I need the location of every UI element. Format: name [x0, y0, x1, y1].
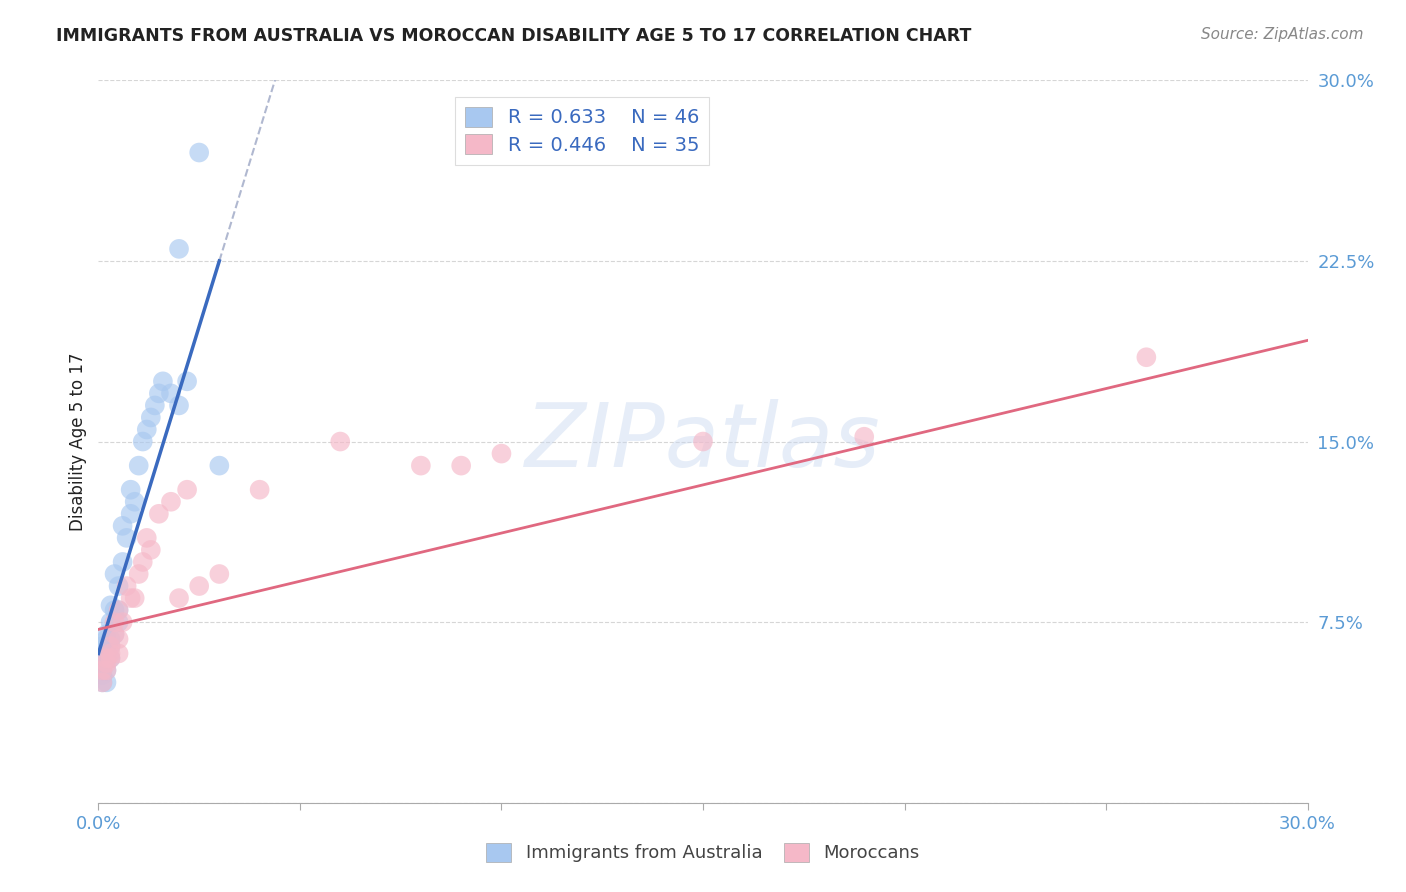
Point — [96, 651, 118, 665]
Point — [188, 145, 211, 160]
Point — [91, 675, 114, 690]
Point — [96, 675, 118, 690]
Point — [103, 627, 125, 641]
Point — [96, 644, 118, 658]
Point — [115, 531, 138, 545]
Point — [96, 639, 118, 653]
Point — [176, 374, 198, 388]
Point — [100, 639, 122, 653]
Point — [91, 639, 114, 653]
Point — [100, 651, 122, 665]
Point — [208, 567, 231, 582]
Point — [167, 591, 190, 605]
Point — [100, 639, 122, 653]
Point — [167, 398, 190, 412]
Point — [100, 651, 122, 665]
Point — [176, 483, 198, 497]
Point — [91, 658, 114, 673]
Point — [160, 494, 183, 508]
Point — [107, 647, 129, 661]
Point — [96, 632, 118, 646]
Point — [139, 410, 162, 425]
Point — [450, 458, 472, 473]
Point — [91, 651, 114, 665]
Point — [91, 647, 114, 661]
Point — [132, 434, 155, 449]
Text: IMMIGRANTS FROM AUSTRALIA VS MOROCCAN DISABILITY AGE 5 TO 17 CORRELATION CHART: IMMIGRANTS FROM AUSTRALIA VS MOROCCAN DI… — [56, 27, 972, 45]
Point — [120, 483, 142, 497]
Point — [111, 518, 134, 533]
Point — [100, 632, 122, 646]
Point — [111, 615, 134, 630]
Point — [128, 567, 150, 582]
Point — [249, 483, 271, 497]
Legend: R = 0.633    N = 46, R = 0.446    N = 35: R = 0.633 N = 46, R = 0.446 N = 35 — [456, 97, 709, 164]
Point — [96, 651, 118, 665]
Point — [103, 603, 125, 617]
Point — [188, 579, 211, 593]
Point — [100, 647, 122, 661]
Point — [103, 627, 125, 641]
Point — [96, 664, 118, 678]
Point — [107, 632, 129, 646]
Point — [120, 507, 142, 521]
Point — [96, 656, 118, 670]
Point — [135, 531, 157, 545]
Text: Source: ZipAtlas.com: Source: ZipAtlas.com — [1201, 27, 1364, 42]
Point — [491, 446, 513, 460]
Point — [91, 651, 114, 665]
Point — [1135, 350, 1157, 364]
Point — [107, 603, 129, 617]
Point — [91, 664, 114, 678]
Point — [167, 242, 190, 256]
Point — [91, 664, 114, 678]
Point — [152, 374, 174, 388]
Point — [103, 567, 125, 582]
Point — [132, 555, 155, 569]
Point — [96, 627, 118, 641]
Point — [329, 434, 352, 449]
Point — [100, 615, 122, 630]
Point — [111, 555, 134, 569]
Point — [124, 494, 146, 508]
Point — [91, 668, 114, 682]
Text: ZIPatlas: ZIPatlas — [526, 399, 880, 484]
Point — [107, 603, 129, 617]
Point — [853, 430, 876, 444]
Point — [409, 458, 432, 473]
Point — [124, 591, 146, 605]
Point — [143, 398, 166, 412]
Point — [115, 579, 138, 593]
Point — [128, 458, 150, 473]
Legend: Immigrants from Australia, Moroccans: Immigrants from Australia, Moroccans — [479, 836, 927, 870]
Point — [120, 591, 142, 605]
Point — [148, 507, 170, 521]
Point — [160, 386, 183, 401]
Y-axis label: Disability Age 5 to 17: Disability Age 5 to 17 — [69, 352, 87, 531]
Point — [107, 615, 129, 630]
Point — [135, 422, 157, 436]
Point — [139, 542, 162, 557]
Point — [91, 656, 114, 670]
Point — [208, 458, 231, 473]
Point — [91, 675, 114, 690]
Point — [100, 599, 122, 613]
Point — [692, 434, 714, 449]
Point — [148, 386, 170, 401]
Point — [107, 579, 129, 593]
Point — [103, 615, 125, 630]
Point — [96, 664, 118, 678]
